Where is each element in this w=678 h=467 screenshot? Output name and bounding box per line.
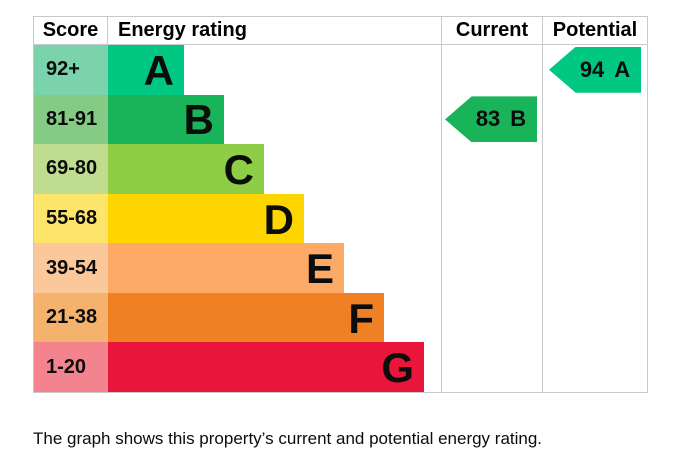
band-letter: G [381, 344, 414, 392]
band-score-range: 21-38 [34, 292, 108, 343]
band-bar: A [108, 45, 184, 95]
band-letter: A [143, 46, 174, 94]
current-rating-cell [442, 193, 543, 244]
current-rating-cell [442, 144, 543, 194]
graph-header-row: Score Energy rating Current Potential [34, 17, 647, 45]
current-rating-arrow-band-letter: B [510, 106, 527, 132]
current-column-header: Current [442, 17, 543, 44]
band-bar-cell: D [108, 193, 442, 244]
potential-rating-cell [543, 243, 647, 293]
band-score-range: 1-20 [34, 342, 108, 393]
potential-rating-cell [543, 95, 647, 145]
band-row-a: 92+ A 94 A [34, 45, 647, 95]
band-letter: C [223, 145, 254, 193]
band-bar-cell: B [108, 94, 442, 145]
current-rating-cell [442, 292, 543, 343]
band-bar-cell: F [108, 292, 442, 343]
band-rows: 92+ A 94 A 81-91 B 83 B 69-80 C 55-68 [34, 45, 647, 393]
band-bar: E [108, 243, 344, 293]
band-row-c: 69-80 C [34, 144, 647, 194]
band-score-range: 81-91 [34, 94, 108, 145]
band-letter: F [348, 294, 374, 342]
band-bar: D [108, 193, 304, 244]
band-bar: B [108, 94, 224, 145]
current-rating-cell [442, 243, 543, 293]
band-bar-cell: C [108, 144, 442, 194]
current-rating-cell [442, 45, 543, 95]
band-bar-cell: G [108, 342, 442, 393]
energy-rating-column-header: Energy rating [108, 17, 442, 44]
current-rating-cell: 83 B [442, 94, 543, 145]
score-column-header: Score [34, 17, 108, 44]
band-bar-cell: E [108, 243, 442, 293]
band-bar: C [108, 144, 264, 194]
band-bar-cell: A [108, 45, 442, 95]
energy-rating-graph: Score Energy rating Current Potential 92… [33, 16, 648, 393]
potential-rating-arrow: 94 A [549, 46, 641, 93]
current-rating-arrow-score: 83 [475, 106, 501, 132]
potential-rating-arrow-band-letter: A [614, 56, 631, 82]
band-row-d: 55-68 D [34, 193, 647, 244]
band-row-b: 81-91 B 83 B [34, 94, 647, 145]
band-letter: B [183, 96, 214, 144]
band-letter: E [305, 245, 334, 293]
band-score-range: 69-80 [34, 144, 108, 194]
potential-column-header: Potential [552, 19, 638, 41]
potential-rating-cell [543, 342, 647, 392]
current-rating-arrow: 83 B [445, 96, 537, 143]
potential-rating-cell [543, 144, 647, 194]
band-score-range: 39-54 [34, 243, 108, 293]
band-bar: F [108, 292, 384, 343]
potential-rating-cell [543, 194, 647, 244]
band-score-range: 55-68 [34, 193, 108, 244]
band-row-g: 1-20 G [34, 342, 647, 393]
band-letter: D [263, 195, 294, 243]
potential-rating-arrow-score: 94 [579, 56, 605, 82]
graph-caption: The graph shows this property’s current … [33, 429, 543, 448]
potential-rating-cell: 94 A [543, 45, 647, 95]
band-score-range: 92+ [34, 45, 108, 95]
band-bar: G [108, 342, 424, 393]
band-row-e: 39-54 E [34, 243, 647, 293]
band-row-f: 21-38 F [34, 292, 647, 343]
current-rating-cell [442, 342, 543, 393]
potential-rating-cell [543, 293, 647, 343]
